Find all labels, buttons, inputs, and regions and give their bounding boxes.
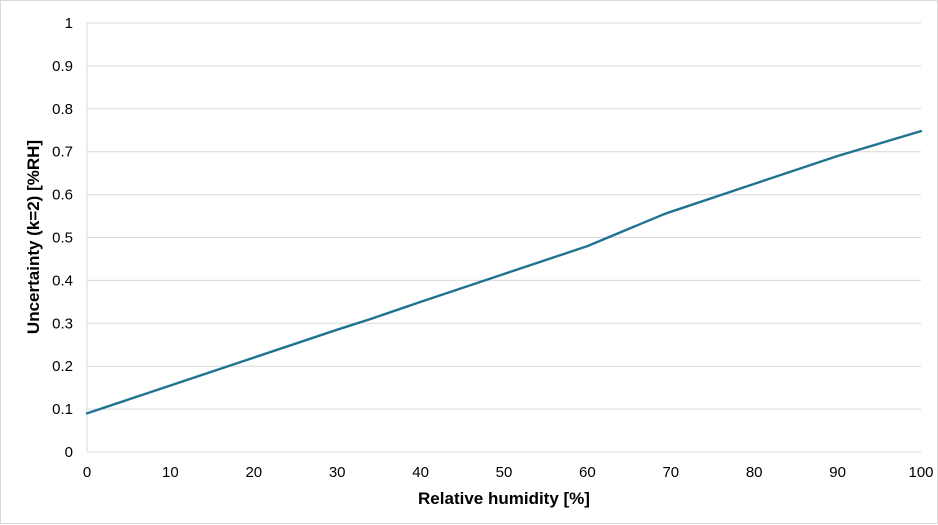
x-tick-label: 20 [245, 464, 262, 481]
x-tick-label: 90 [829, 464, 846, 481]
x-axis-title: Relative humidity [%] [418, 489, 590, 508]
y-axis-title: Uncertainty (k=2) [%RH] [24, 140, 43, 334]
x-tick-label: 40 [412, 464, 429, 481]
y-tick-label: 0.4 [52, 272, 73, 289]
series-lines [85, 129, 923, 415]
x-tick-label: 30 [329, 464, 346, 481]
y-tick-label: 0.8 [52, 101, 73, 118]
y-tick-label: 0.9 [52, 58, 73, 75]
x-tick-label: 100 [908, 464, 933, 481]
y-tick-label: 0.5 [52, 230, 73, 247]
y-tick-label: 0 [65, 444, 73, 461]
x-tick-label: 0 [83, 464, 91, 481]
series-line [85, 129, 923, 415]
y-tick-label: 0.1 [52, 401, 73, 418]
gridlines [87, 22, 921, 410]
y-tick-label: 0.7 [52, 144, 73, 161]
y-tick-label: 0.3 [52, 315, 73, 332]
plot-area [86, 23, 921, 453]
y-axis-ticks: 0 0.1 0.2 0.3 0.4 0.5 0.6 0.7 0.8 0.9 1 [52, 15, 73, 461]
y-tick-label: 0.6 [52, 187, 73, 204]
y-tick-label: 0.2 [52, 358, 73, 375]
x-tick-label: 50 [496, 464, 513, 481]
x-axis-ticks: 0 10 20 30 40 50 60 70 80 90 100 [83, 464, 934, 481]
x-tick-label: 60 [579, 464, 596, 481]
y-tick-label: 1 [65, 15, 73, 32]
x-tick-label: 80 [746, 464, 763, 481]
x-tick-label: 70 [662, 464, 679, 481]
x-tick-label: 10 [162, 464, 179, 481]
